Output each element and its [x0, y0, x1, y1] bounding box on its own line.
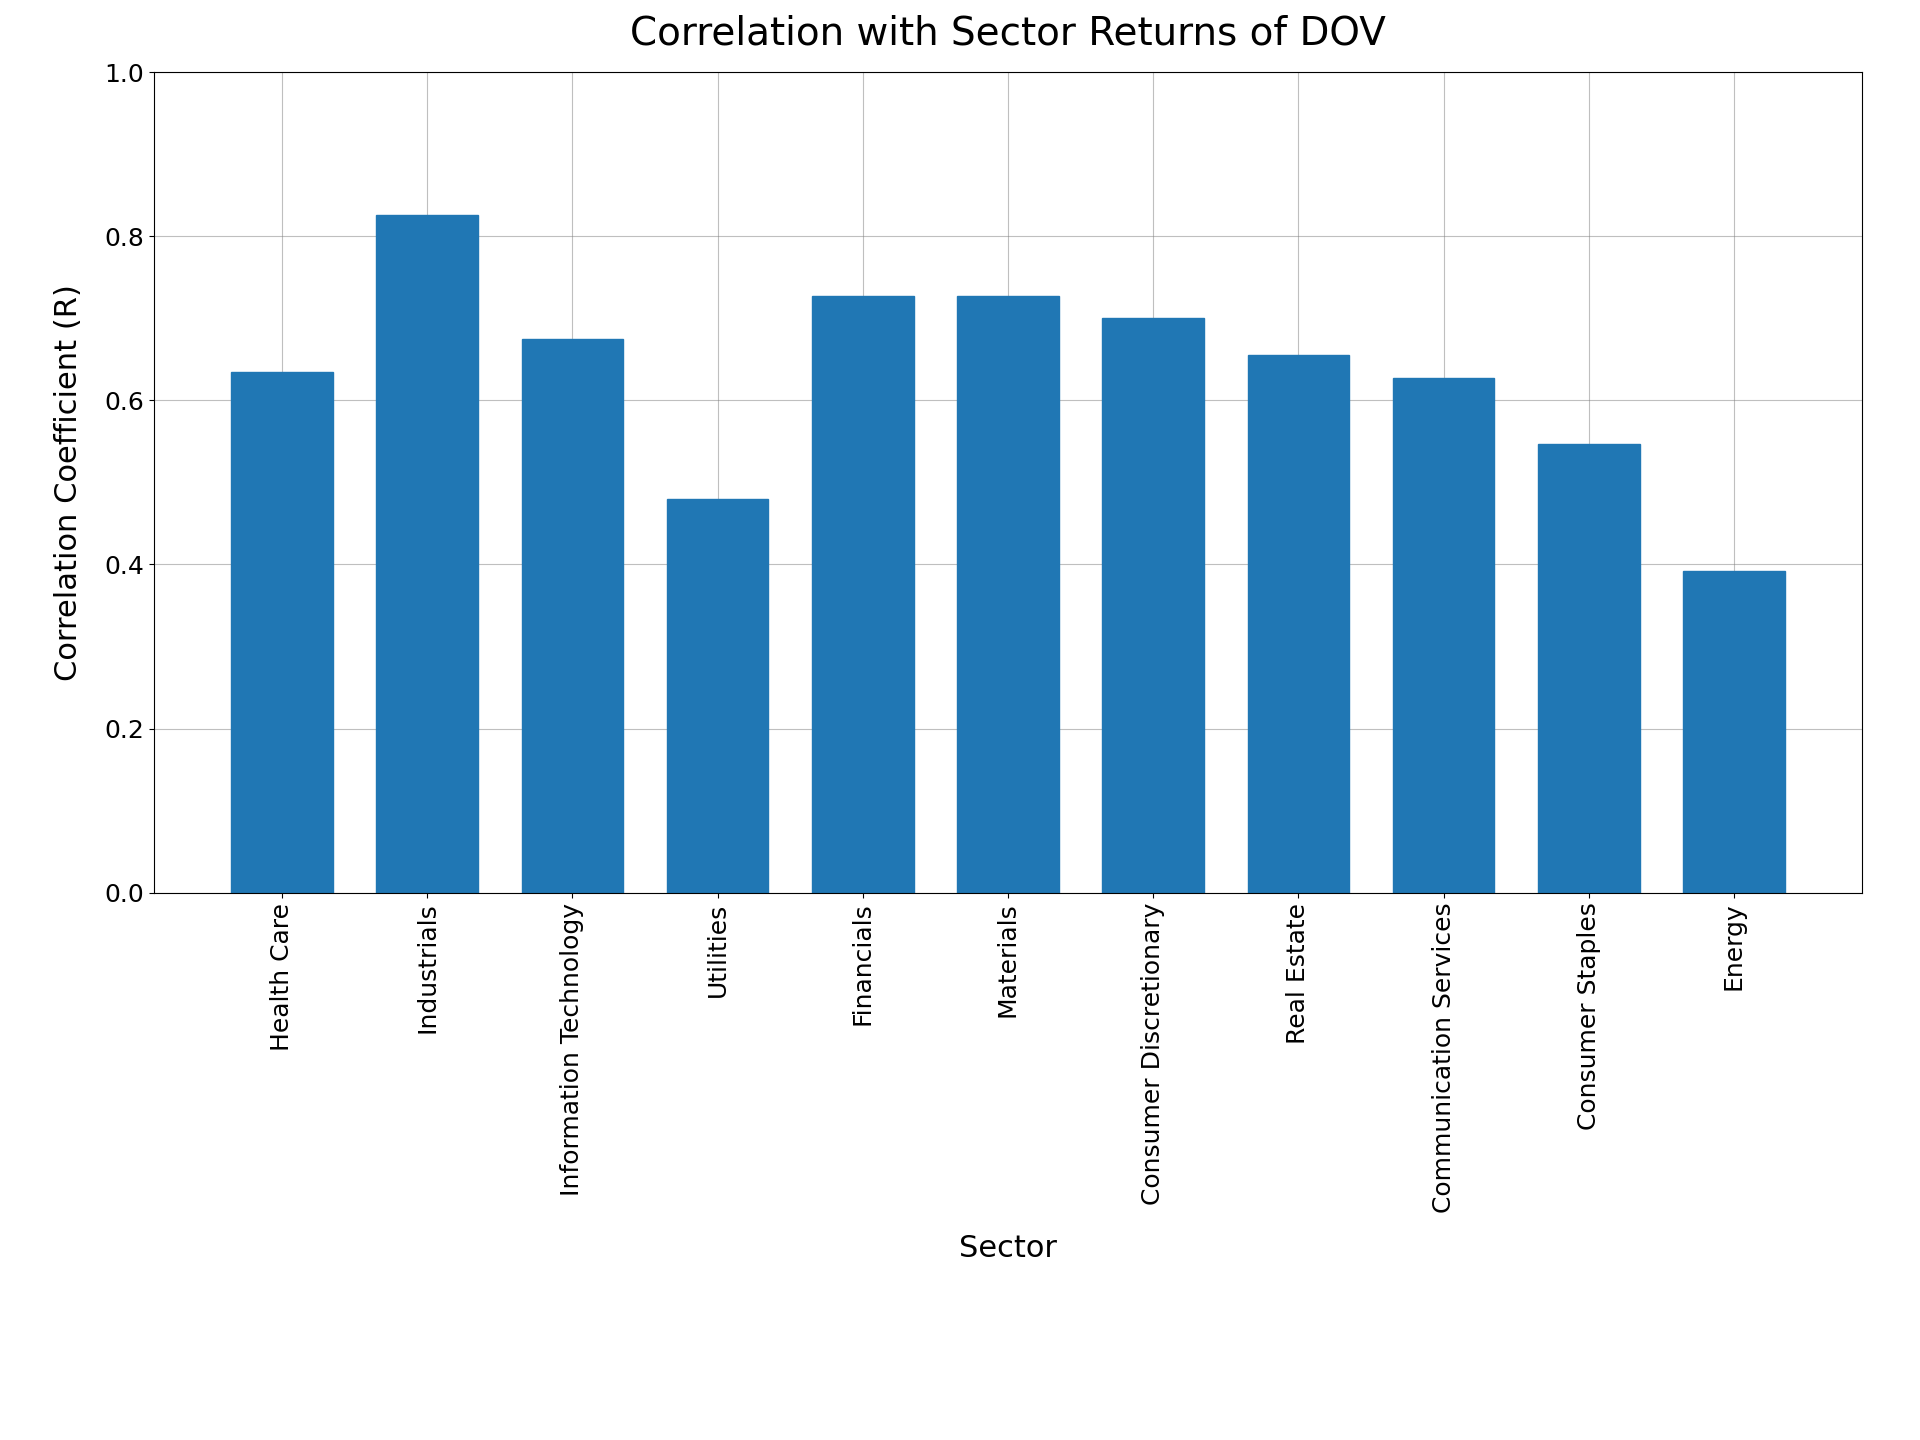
X-axis label: Sector: Sector — [958, 1234, 1058, 1263]
Bar — [958, 297, 1058, 893]
Bar — [1102, 318, 1204, 893]
Bar — [1684, 572, 1786, 893]
Bar — [1392, 379, 1494, 893]
Bar — [522, 338, 624, 893]
Bar — [230, 373, 332, 893]
Bar — [666, 498, 768, 893]
Title: Correlation with Sector Returns of DOV: Correlation with Sector Returns of DOV — [630, 14, 1386, 52]
Y-axis label: Correlation Coefficient (R): Correlation Coefficient (R) — [54, 284, 83, 681]
Bar — [1538, 444, 1640, 893]
Bar — [376, 215, 478, 893]
Bar — [812, 297, 914, 893]
Bar — [1248, 356, 1350, 893]
